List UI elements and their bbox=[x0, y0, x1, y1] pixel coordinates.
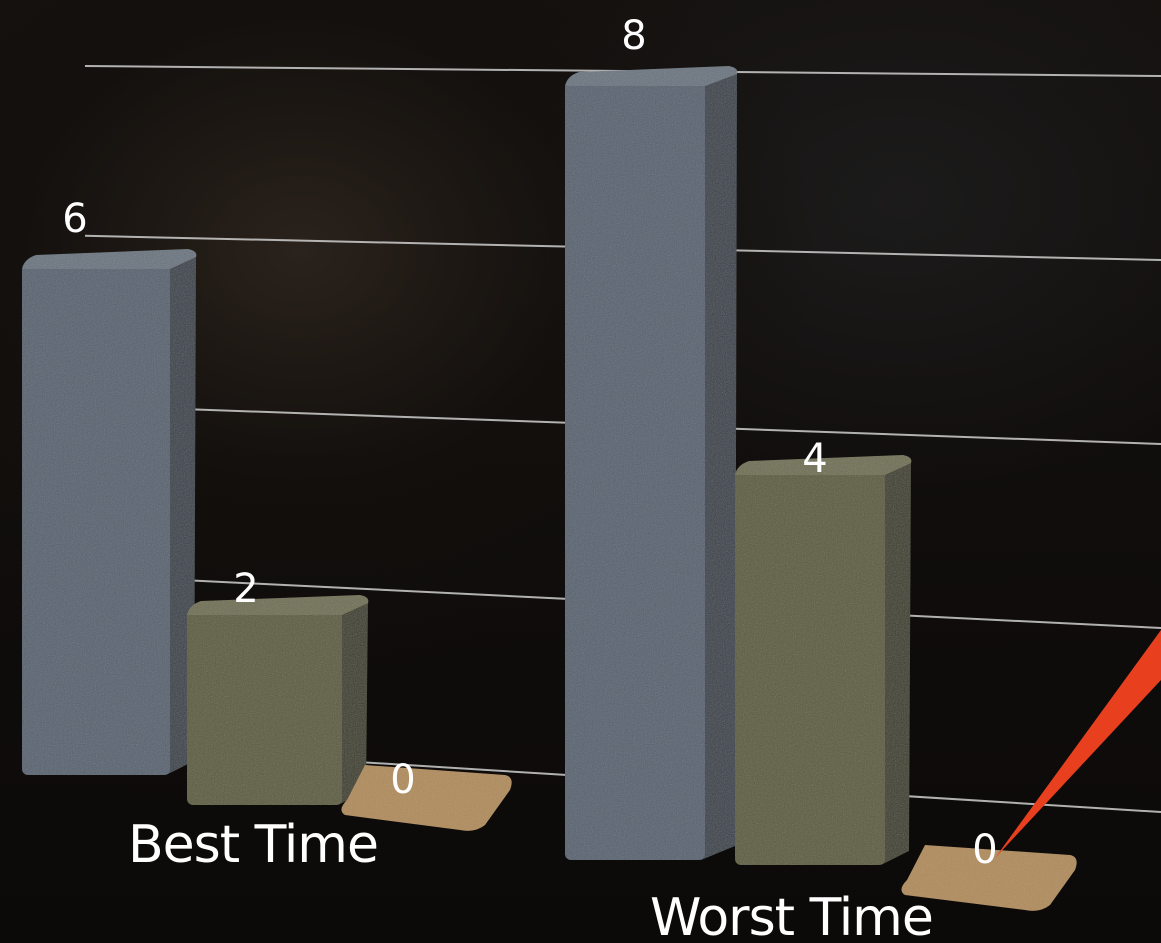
bar-best-time-s1 bbox=[22, 249, 197, 775]
category-label-best-time: Best Time bbox=[128, 815, 378, 875]
category-label-worst-time: Worst Time bbox=[650, 888, 933, 943]
data-label-best-time-s1: 6 bbox=[62, 196, 87, 242]
data-label-worst-time-s1: 8 bbox=[621, 13, 646, 59]
bar-worst-time-s2 bbox=[735, 455, 912, 865]
data-label-best-time-s3: 0 bbox=[390, 757, 415, 803]
bar-best-time-s3 bbox=[341, 765, 512, 831]
data-label-worst-time-s2: 4 bbox=[802, 436, 827, 482]
bar-worst-time-s3 bbox=[901, 845, 1077, 911]
category-labels: Best Time Worst Time bbox=[128, 815, 934, 943]
data-label-best-time-s2: 2 bbox=[233, 566, 258, 612]
data-label-worst-time-s3: 0 bbox=[972, 827, 997, 873]
value-labels: 6 2 0 8 4 0 bbox=[62, 13, 997, 873]
bars bbox=[22, 66, 1077, 911]
bar-worst-time-s1 bbox=[565, 66, 738, 860]
red-pointer-line bbox=[995, 630, 1161, 858]
pointer-annotation bbox=[995, 630, 1161, 858]
bar-best-time-s2 bbox=[187, 595, 369, 805]
